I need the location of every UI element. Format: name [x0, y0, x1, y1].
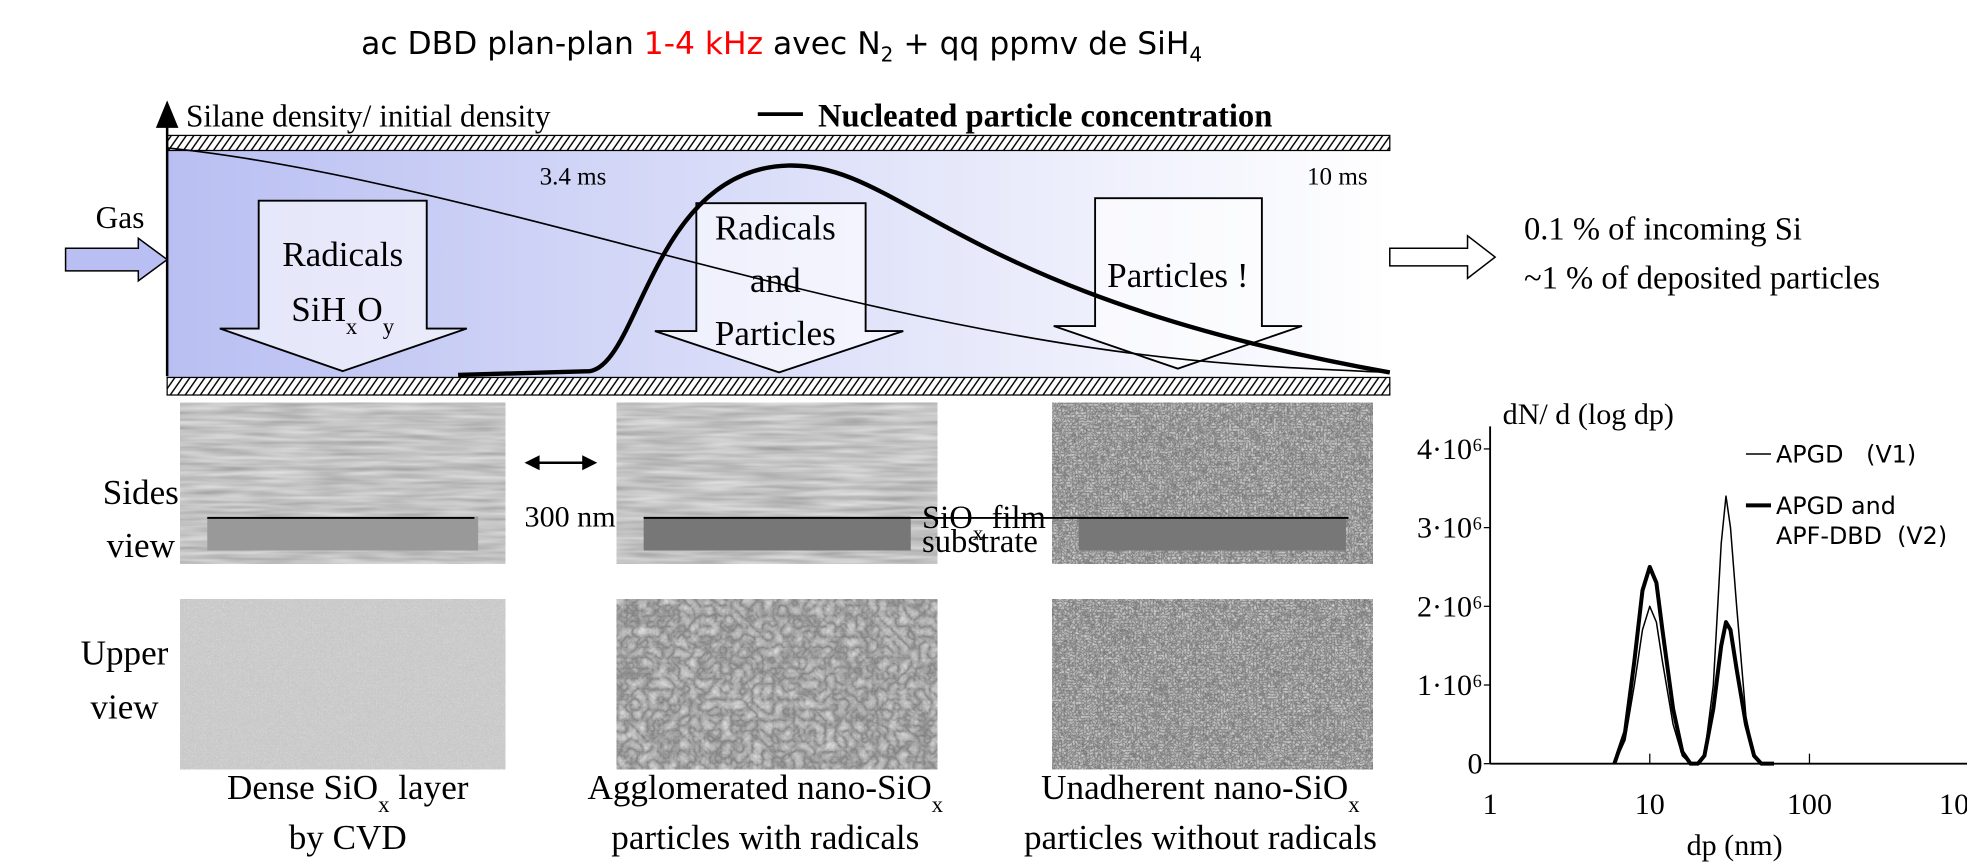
row-label: Upper view: [81, 634, 169, 727]
caption-part: layer: [390, 768, 469, 807]
y-tick-label: 4·10⁶: [1417, 432, 1483, 466]
legend-label: Nucleated particle concentration: [818, 99, 1272, 135]
electrode-bottom: [167, 377, 1390, 395]
row-label-part: Upper: [81, 634, 169, 673]
subtitle-sub: 4: [1189, 42, 1202, 66]
scale-arrow: [525, 455, 540, 470]
zone-label: Particles !: [1107, 256, 1248, 295]
legend-label: APGD (V1): [1776, 441, 1916, 469]
caption-part: Unadherent nano-SiO: [1041, 768, 1348, 807]
x-tick-label: 10: [1635, 787, 1665, 821]
size-distribution-chart: dN/ d (log dp) dp (nm) 0 1·10⁶ 2·10⁶ 3·10⁶ 4·1…: [1417, 397, 1967, 862]
y-tick-label: 2·10⁶: [1417, 589, 1483, 623]
substrate: [644, 517, 911, 551]
zone-label-part: Particles !: [1107, 256, 1248, 295]
y-tick-label: 1·10⁶: [1417, 668, 1483, 702]
x-tick-label: 1: [1483, 787, 1498, 821]
substrate: [1079, 517, 1346, 551]
zone-label-part: y: [383, 314, 395, 339]
zone-label-part: Radicals: [282, 235, 403, 274]
caption-part: Dense SiO: [227, 768, 378, 807]
sem-images: 300 nm: [207, 416, 1348, 755]
layer-label: substrate: [922, 524, 1038, 560]
caption: Dense SiOx layer by CVD: [227, 768, 469, 857]
axis-arrow: [156, 100, 179, 128]
electrode-top: [167, 135, 1390, 150]
inlet-arrow: [66, 238, 168, 281]
zone-label-part: Radicals: [715, 209, 836, 248]
outlet-arrow: [1390, 236, 1495, 279]
subtitle-part: + qq ppmv de SiH: [893, 26, 1189, 62]
sem-image: [644, 613, 911, 755]
zone-label-part: SiH: [291, 290, 346, 329]
zone-label-part: x: [346, 314, 358, 339]
x-tick-label: 1000: [1939, 787, 1967, 821]
y-tick-label: 3·10⁶: [1417, 511, 1483, 545]
caption: Agglomerated nano-SiOx particles with rad…: [588, 768, 944, 857]
inlet-label: Gas: [96, 200, 145, 235]
row-label: Sides view: [103, 473, 179, 565]
output-note: 0.1 % of incoming Si: [1524, 212, 1802, 248]
slide: ac DBD plan-plan 1-4 kHz avec N2 + qq pp…: [0, 0, 1967, 864]
output-note: ~1 % of deposited particles: [1524, 260, 1880, 296]
caption-part: x: [1348, 791, 1360, 816]
row-label-part: view: [107, 526, 176, 565]
axis-label: Silane density/ initial density: [186, 99, 551, 134]
zone-label-part: Particles: [715, 314, 836, 353]
row-label-part: view: [90, 688, 159, 727]
row-label-part: Sides: [103, 473, 179, 512]
substrate: [207, 517, 478, 551]
scale-arrow: [582, 455, 597, 470]
x-tick-label: 100: [1787, 787, 1832, 821]
chart-title: dN/ d (log dp): [1503, 397, 1674, 431]
caption-part: particles without radicals: [1024, 818, 1377, 857]
zone-label-part: and: [750, 261, 801, 300]
zone-label-part: O: [357, 290, 382, 329]
series-line: [1614, 567, 1774, 764]
caption-part: x: [932, 791, 944, 816]
sem-image: [1079, 613, 1346, 755]
subtitle-part: avec N: [763, 26, 881, 62]
x-axis-label: dp (nm): [1687, 828, 1783, 862]
subtitle-part: ac DBD plan-plan: [361, 26, 644, 62]
caption-part: particles with radicals: [611, 818, 919, 857]
scale-label: 300 nm: [525, 500, 616, 534]
subtitle-sub: 2: [881, 42, 894, 66]
subtitle: ac DBD plan-plan 1-4 kHz avec N2 + qq pp…: [311, 26, 1232, 70]
caption-part: by CVD: [289, 818, 407, 857]
time-mark: 3.4 ms: [540, 163, 607, 190]
time-mark: 10 ms: [1307, 163, 1368, 190]
subtitle-highlight: 1-4 kHz: [644, 26, 763, 62]
page: ac DBD plan-plan 1-4 kHz avec N2 + qq pp…: [0, 0, 1967, 864]
caption-part: Agglomerated nano-SiO: [588, 768, 932, 807]
y-tick-label: 0: [1468, 747, 1483, 781]
caption-part: x: [378, 791, 390, 816]
sem-image: [207, 613, 478, 755]
layer-label-part: substrate: [922, 524, 1038, 560]
